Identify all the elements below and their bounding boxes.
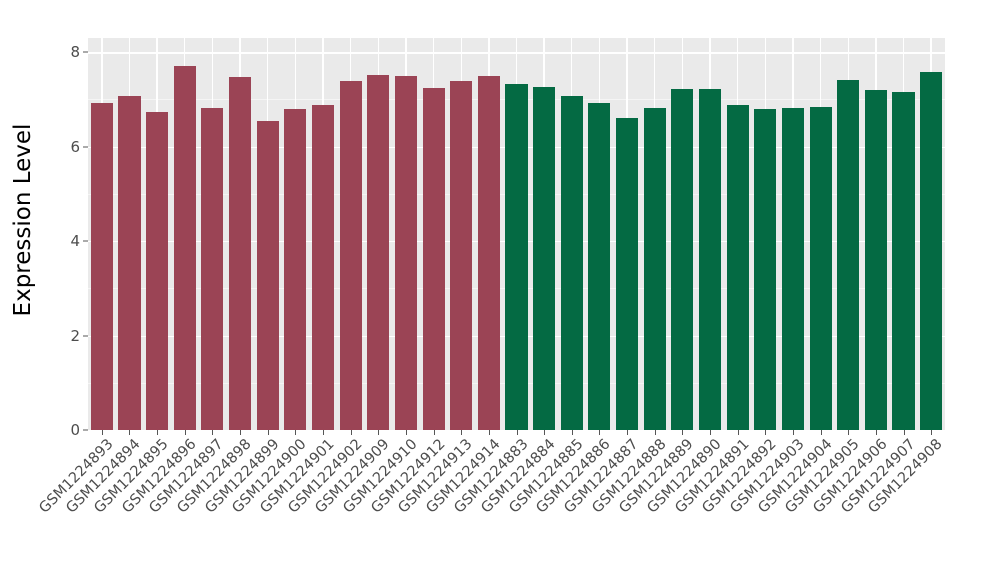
bar (450, 80, 473, 430)
x-axis-tick-mark (212, 430, 214, 435)
x-axis-tick-mark (765, 430, 767, 435)
bar (477, 76, 500, 430)
bar (588, 102, 611, 430)
y-axis-tick-label: 8 (70, 43, 80, 62)
bar (671, 89, 694, 430)
x-axis-tick-mark (737, 430, 739, 435)
bar (698, 89, 722, 430)
y-axis-title: Expression Level (10, 123, 36, 317)
bar (505, 83, 528, 430)
bar (726, 105, 749, 430)
bar (920, 72, 943, 430)
x-axis-tick-mark (820, 430, 822, 435)
y-axis-tick-label: 2 (70, 326, 80, 345)
x-axis-tick-mark (461, 430, 463, 435)
bar (422, 87, 445, 430)
x-axis-tick-mark (378, 430, 380, 435)
bar (284, 109, 307, 430)
bar (781, 108, 804, 430)
x-axis-tick-mark (875, 430, 877, 435)
y-axis-tick-mark (83, 240, 88, 242)
x-axis-tick-mark (599, 430, 601, 435)
x-axis-tick-mark (240, 430, 242, 435)
bar (256, 121, 279, 430)
bar (560, 95, 583, 430)
x-axis-tick-mark (792, 430, 794, 435)
x-axis-tick-mark (931, 430, 933, 435)
bar (367, 75, 390, 430)
y-axis-ticks: 0 2 4 6 8 (46, 0, 88, 580)
y-axis-tick-mark (83, 51, 88, 53)
bar (892, 92, 915, 430)
x-axis-tick-mark (682, 430, 684, 435)
y-axis-tick-label: 6 (70, 137, 80, 156)
y-axis-tick-mark (83, 429, 88, 431)
bar (394, 76, 417, 430)
plot-panel (88, 38, 945, 430)
x-axis-tick-mark (405, 430, 407, 435)
x-axis-labels: GSM1224893 GSM1224894 GSM1224895 GSM1224896… (36, 436, 946, 577)
x-axis-tick-mark (571, 430, 573, 435)
x-axis-tick-mark (322, 430, 324, 435)
x-axis-tick-mark (184, 430, 186, 435)
x-axis-tick-mark (848, 430, 850, 435)
bar (837, 79, 860, 430)
x-axis-tick-mark (627, 430, 629, 435)
x-axis-tick-mark (654, 430, 656, 435)
y-axis-tick-label: 4 (70, 232, 80, 251)
bar (90, 102, 113, 430)
bar (864, 89, 887, 430)
bar (201, 107, 224, 430)
x-axis-tick-mark (157, 430, 159, 435)
x-axis-tick-mark (488, 430, 490, 435)
x-axis-tick-mark (350, 430, 352, 435)
bar (809, 106, 832, 430)
bar (118, 96, 141, 430)
y-axis-tick-label: 0 (70, 421, 80, 439)
x-axis-tick-mark (129, 430, 131, 435)
x-axis-tick-mark (433, 430, 435, 435)
x-axis-tick-mark (516, 430, 518, 435)
bar (533, 86, 556, 430)
bar (643, 108, 666, 430)
x-axis-tick-mark (903, 430, 905, 435)
bar (173, 66, 196, 430)
bar (754, 108, 777, 430)
bar (616, 117, 639, 430)
x-axis-tick-mark (710, 430, 712, 435)
bar (146, 111, 169, 430)
x-axis-tick-mark (101, 430, 103, 435)
x-axis-ticks (88, 430, 945, 436)
bar (311, 105, 335, 430)
y-axis-tick-mark (83, 146, 88, 148)
y-axis-tick-mark (83, 335, 88, 337)
bar (339, 80, 362, 430)
x-axis-tick-mark (544, 430, 546, 435)
x-axis-tick-mark (267, 430, 269, 435)
bar (228, 76, 252, 430)
x-axis-tick-mark (295, 430, 297, 435)
